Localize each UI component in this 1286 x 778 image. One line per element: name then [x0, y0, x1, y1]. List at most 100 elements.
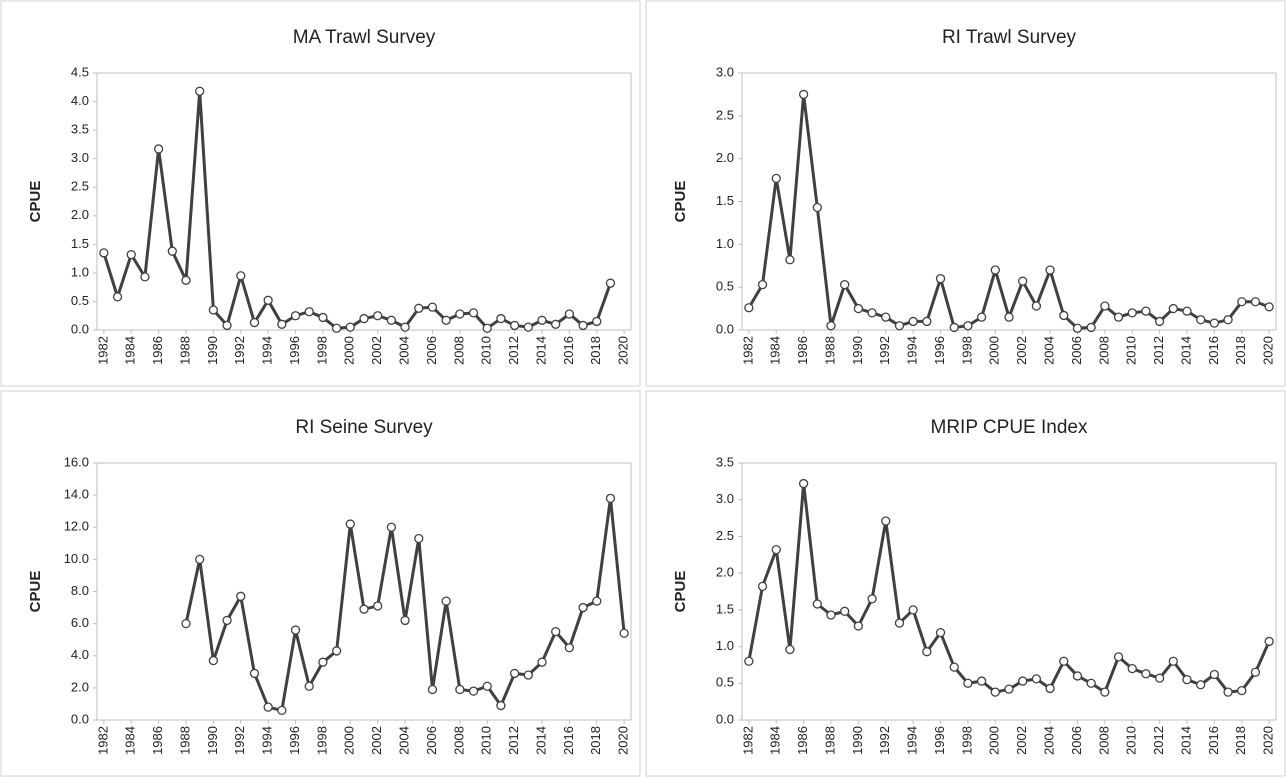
x-tick-label: 2014 — [1178, 336, 1193, 365]
data-point — [605, 493, 616, 503]
data-point — [1223, 687, 1233, 697]
data-point — [263, 702, 273, 712]
x-tick-label: 1992 — [232, 336, 247, 365]
data-point — [826, 321, 836, 331]
x-tick-label: 2010 — [479, 336, 494, 365]
data-point — [427, 684, 438, 695]
y-tick-label: 0.5 — [716, 675, 734, 690]
x-tick-label: 2010 — [1124, 726, 1139, 755]
x-tick-label: 1990 — [850, 726, 865, 755]
data-point — [1182, 674, 1192, 685]
y-tick-label: 3.5 — [716, 454, 734, 469]
data-point — [908, 605, 918, 615]
x-tick-label: 2002 — [1014, 336, 1029, 365]
data-point — [1250, 667, 1261, 677]
data-point — [949, 662, 959, 672]
data-point — [1018, 276, 1028, 286]
data-point — [1004, 312, 1014, 322]
y-tick-label: 3.0 — [71, 150, 89, 165]
data-point — [922, 647, 932, 657]
x-tick-label: 1982 — [95, 726, 110, 755]
data-point — [1059, 310, 1069, 321]
data-point — [1127, 663, 1137, 674]
data-point — [812, 599, 822, 609]
x-tick-label: 2000 — [342, 336, 357, 365]
data-point — [441, 315, 451, 325]
data-point — [249, 668, 260, 679]
y-tick-label: 14.0 — [64, 487, 89, 502]
x-tick-label: 2014 — [533, 336, 548, 365]
data-point — [195, 554, 205, 565]
data-point — [605, 278, 616, 288]
data-point — [976, 676, 987, 686]
x-tick-label: 2014 — [533, 726, 548, 755]
y-tick-label: 16.0 — [64, 454, 89, 469]
y-tick-label: 12.0 — [64, 519, 89, 534]
data-point — [908, 316, 918, 327]
x-tick-label: 2020 — [616, 726, 631, 755]
data-point — [1209, 669, 1220, 680]
data-point — [798, 478, 809, 489]
x-tick-label: 2016 — [561, 336, 576, 365]
data-point — [400, 322, 410, 332]
x-tick-label: 1988 — [177, 336, 192, 365]
data-point — [1237, 297, 1247, 307]
x-tick-label: 1984 — [768, 336, 783, 365]
data-point — [482, 681, 492, 691]
data-point — [537, 657, 547, 667]
data-point — [564, 643, 575, 653]
data-point — [757, 581, 768, 592]
data-point — [812, 202, 822, 213]
x-tick-label: 2018 — [588, 336, 603, 365]
data-point — [1031, 674, 1042, 684]
y-tick-label: 3.0 — [716, 64, 734, 79]
x-tick-label: 2004 — [397, 336, 412, 365]
data-point — [482, 323, 492, 333]
x-tick-label: 2004 — [1042, 336, 1057, 365]
data-point — [222, 615, 232, 626]
data-point — [455, 309, 465, 319]
data-point — [1086, 322, 1096, 333]
data-point — [1264, 636, 1274, 647]
x-tick-label: 2008 — [451, 726, 466, 755]
data-point — [195, 86, 205, 96]
x-tick-label: 1984 — [768, 726, 783, 755]
data-point — [1154, 316, 1165, 327]
y-tick-label: 0.0 — [716, 321, 734, 336]
x-tick-label: 1994 — [260, 726, 275, 755]
data-point — [867, 594, 877, 604]
x-tick-label: 2020 — [1261, 336, 1276, 365]
data-point — [881, 516, 891, 526]
y-tick-label: 10.0 — [64, 551, 89, 566]
data-point — [1168, 656, 1178, 666]
data-point — [1237, 685, 1247, 696]
x-tick-label: 1988 — [822, 726, 837, 755]
data-point — [1072, 671, 1083, 681]
data-point — [359, 604, 369, 614]
x-tick-label: 2012 — [1151, 726, 1166, 755]
data-point — [867, 308, 877, 318]
data-point — [894, 321, 905, 331]
y-tick-label: 2.0 — [71, 207, 89, 222]
data-point — [771, 173, 781, 184]
x-tick-label: 2018 — [1233, 336, 1248, 365]
data-point — [826, 610, 836, 620]
y-tick-label: 0.0 — [71, 321, 89, 336]
data-point — [578, 602, 588, 613]
x-tick-label: 2012 — [506, 726, 521, 755]
data-point — [1004, 684, 1014, 694]
panel-border — [645, 390, 1286, 777]
chart-panel: RI Trawl Survey CPUE 0.0 0.5 1.0 1.5 2.0 2.5 3.0… — [645, 0, 1286, 387]
x-tick-label: 1988 — [822, 336, 837, 365]
data-point — [345, 519, 355, 529]
data-point — [840, 279, 850, 290]
x-tick-label: 2008 — [1096, 336, 1111, 365]
data-point — [551, 627, 561, 637]
data-point — [963, 321, 973, 331]
y-tick-label: 2.0 — [716, 150, 734, 165]
data-point — [509, 668, 520, 679]
x-tick-label: 2008 — [1096, 726, 1111, 755]
y-tick-label: 0.5 — [716, 279, 734, 294]
data-point — [1100, 687, 1110, 697]
